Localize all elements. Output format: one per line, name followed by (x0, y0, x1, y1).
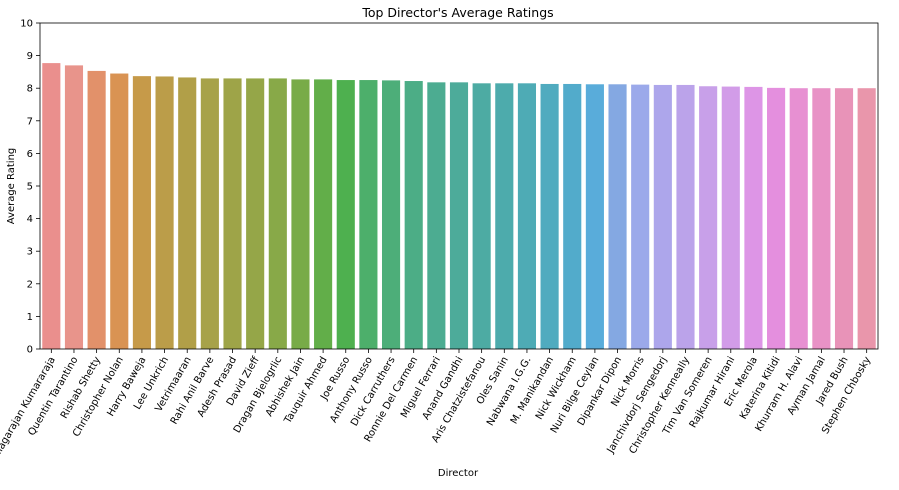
bar (585, 84, 604, 350)
bar (268, 78, 287, 350)
bars-group (42, 63, 876, 350)
bar (42, 63, 61, 350)
bar (812, 88, 831, 349)
bar (608, 84, 627, 350)
bar (87, 70, 106, 349)
bar (291, 79, 310, 349)
y-tick-label: 3 (27, 247, 33, 258)
y-tick-label: 0 (27, 345, 33, 356)
bar (246, 78, 265, 350)
bar (653, 84, 672, 349)
bar (132, 76, 151, 349)
bar (359, 80, 378, 350)
y-axis: 0 1 2 3 4 5 6 7 8 9 10 (20, 19, 40, 356)
bar (472, 83, 491, 349)
bar (744, 86, 763, 350)
bar (857, 88, 876, 349)
y-tick-label: 9 (27, 51, 33, 62)
y-tick-label: 2 (27, 279, 33, 290)
bar (789, 88, 808, 349)
bar (336, 80, 355, 350)
bar (223, 78, 242, 350)
bar (834, 88, 854, 349)
y-tick-label: 8 (27, 84, 33, 95)
bar (721, 86, 740, 349)
chart-title: Top Director's Average Ratings (361, 5, 553, 20)
bar (495, 83, 514, 349)
bar (178, 77, 197, 349)
y-tick-label: 7 (27, 116, 33, 127)
x-axis-label: Director (438, 468, 479, 479)
bar (449, 82, 469, 349)
bar (155, 76, 174, 350)
y-axis-label: Average Rating (6, 148, 17, 224)
bar (404, 81, 423, 349)
bar (110, 73, 129, 349)
bar (676, 84, 695, 349)
bar (563, 83, 582, 349)
y-tick-label: 1 (27, 312, 33, 323)
bar (517, 83, 537, 349)
bar (540, 83, 559, 349)
y-tick-label: 4 (27, 214, 33, 225)
bar (427, 82, 446, 349)
bar (64, 65, 84, 349)
y-tick-label: 10 (20, 19, 33, 30)
bar (699, 86, 718, 349)
bar (631, 84, 650, 349)
bar (314, 79, 333, 349)
bar (767, 87, 786, 350)
plot-frame (39, 22, 879, 350)
y-tick-label: 6 (27, 149, 33, 160)
bar (381, 80, 401, 349)
bar (200, 78, 219, 350)
y-tick-label: 5 (27, 182, 33, 193)
